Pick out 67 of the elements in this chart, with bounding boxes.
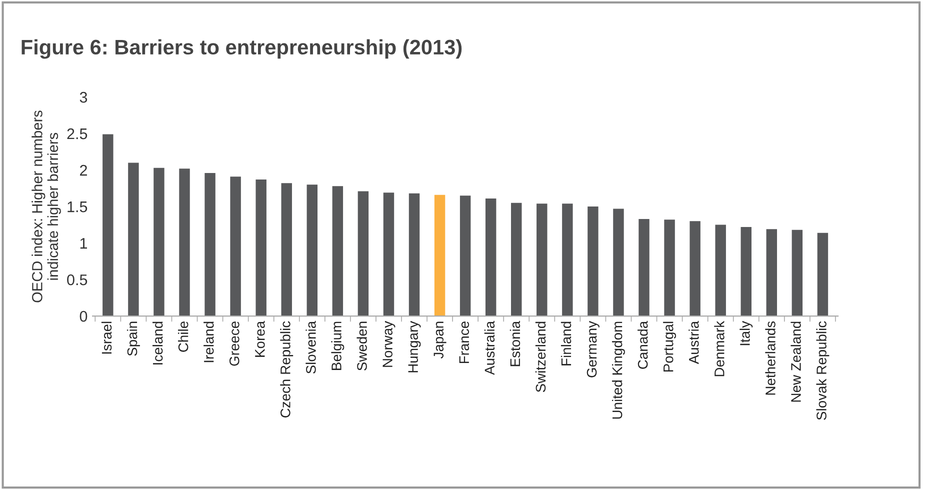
x-tick-label: France [459,322,470,363]
bar [638,218,650,316]
x-tick-label: Korea [255,320,265,357]
bar [690,221,700,316]
x-tick-label: Spain [126,322,140,356]
x-tick-label: Portugal [663,322,676,372]
bar [179,168,190,316]
bar [128,162,139,316]
bar [383,192,394,316]
bar [358,191,369,316]
x-tick-label: Estonia [510,320,520,366]
x-tick-label: Belgium [331,322,344,370]
x-tick-label: Israel [101,322,112,354]
y-tick-label: 0 [80,310,88,322]
bar [460,196,471,316]
x-tick-label: Iceland [152,322,163,364]
y-tick-label: 2 [80,164,87,176]
y-tick-label: 1.5 [68,202,88,212]
x-tick-label: Slovenia [306,320,316,374]
y-tick-label: 3 [80,92,88,103]
x-tick-label: Austria [688,320,699,364]
x-tick-label: Czech Republic [280,321,294,418]
y-axis-title: OECD index: Higher numbers indicate higher barriers [32,110,61,302]
x-tick-label: Slovak Republic [816,321,830,420]
y-tick-label: 0.5 [67,274,88,286]
bar [817,232,828,316]
x-tick-label: Norway [382,320,396,367]
x-tick-label: Greece [229,322,240,366]
x-tick-label: Australia [484,320,495,375]
bar [511,202,522,316]
x-tick-label: Switzerland [535,322,546,392]
bar [664,220,675,316]
bar [256,180,266,316]
x-tick-label: Italy [740,320,753,346]
bar [562,204,573,316]
x-tick-label: Ireland [204,322,214,362]
x-tick-label: United Kingdom [612,322,625,419]
bar [408,193,420,316]
bar [102,134,114,316]
x-tick-label: Finland [560,322,572,366]
chart-title: Figure 6: Barriers to entrepreneurship (2013) [22,39,462,59]
x-tick-label: New Zealand [790,322,801,402]
y-tick-label: 1 [80,238,87,249]
bar [766,229,778,316]
x-tick-label: Sweden [356,322,367,370]
x-tick-label: Hungary [408,320,421,372]
bar [281,183,292,316]
x-tick-label: Denmark [714,320,724,376]
bar [740,226,752,316]
bar [536,204,548,316]
x-tick-label: Germany [586,320,600,378]
bar [332,186,344,316]
bar [306,184,318,316]
bar [715,224,726,316]
bar [485,198,496,316]
x-tick-label: Chile [178,322,188,352]
bar [154,168,164,316]
x-tick-label: Netherlands [765,321,776,395]
bar [434,194,446,316]
bar [204,172,216,316]
x-tick-label: Japan [434,322,446,359]
bar [230,176,241,316]
bar [613,208,624,316]
x-tick-label: Canada [638,320,648,369]
bar [588,206,598,316]
bar [792,230,803,316]
y-tick-label: 2.5 [67,128,88,140]
